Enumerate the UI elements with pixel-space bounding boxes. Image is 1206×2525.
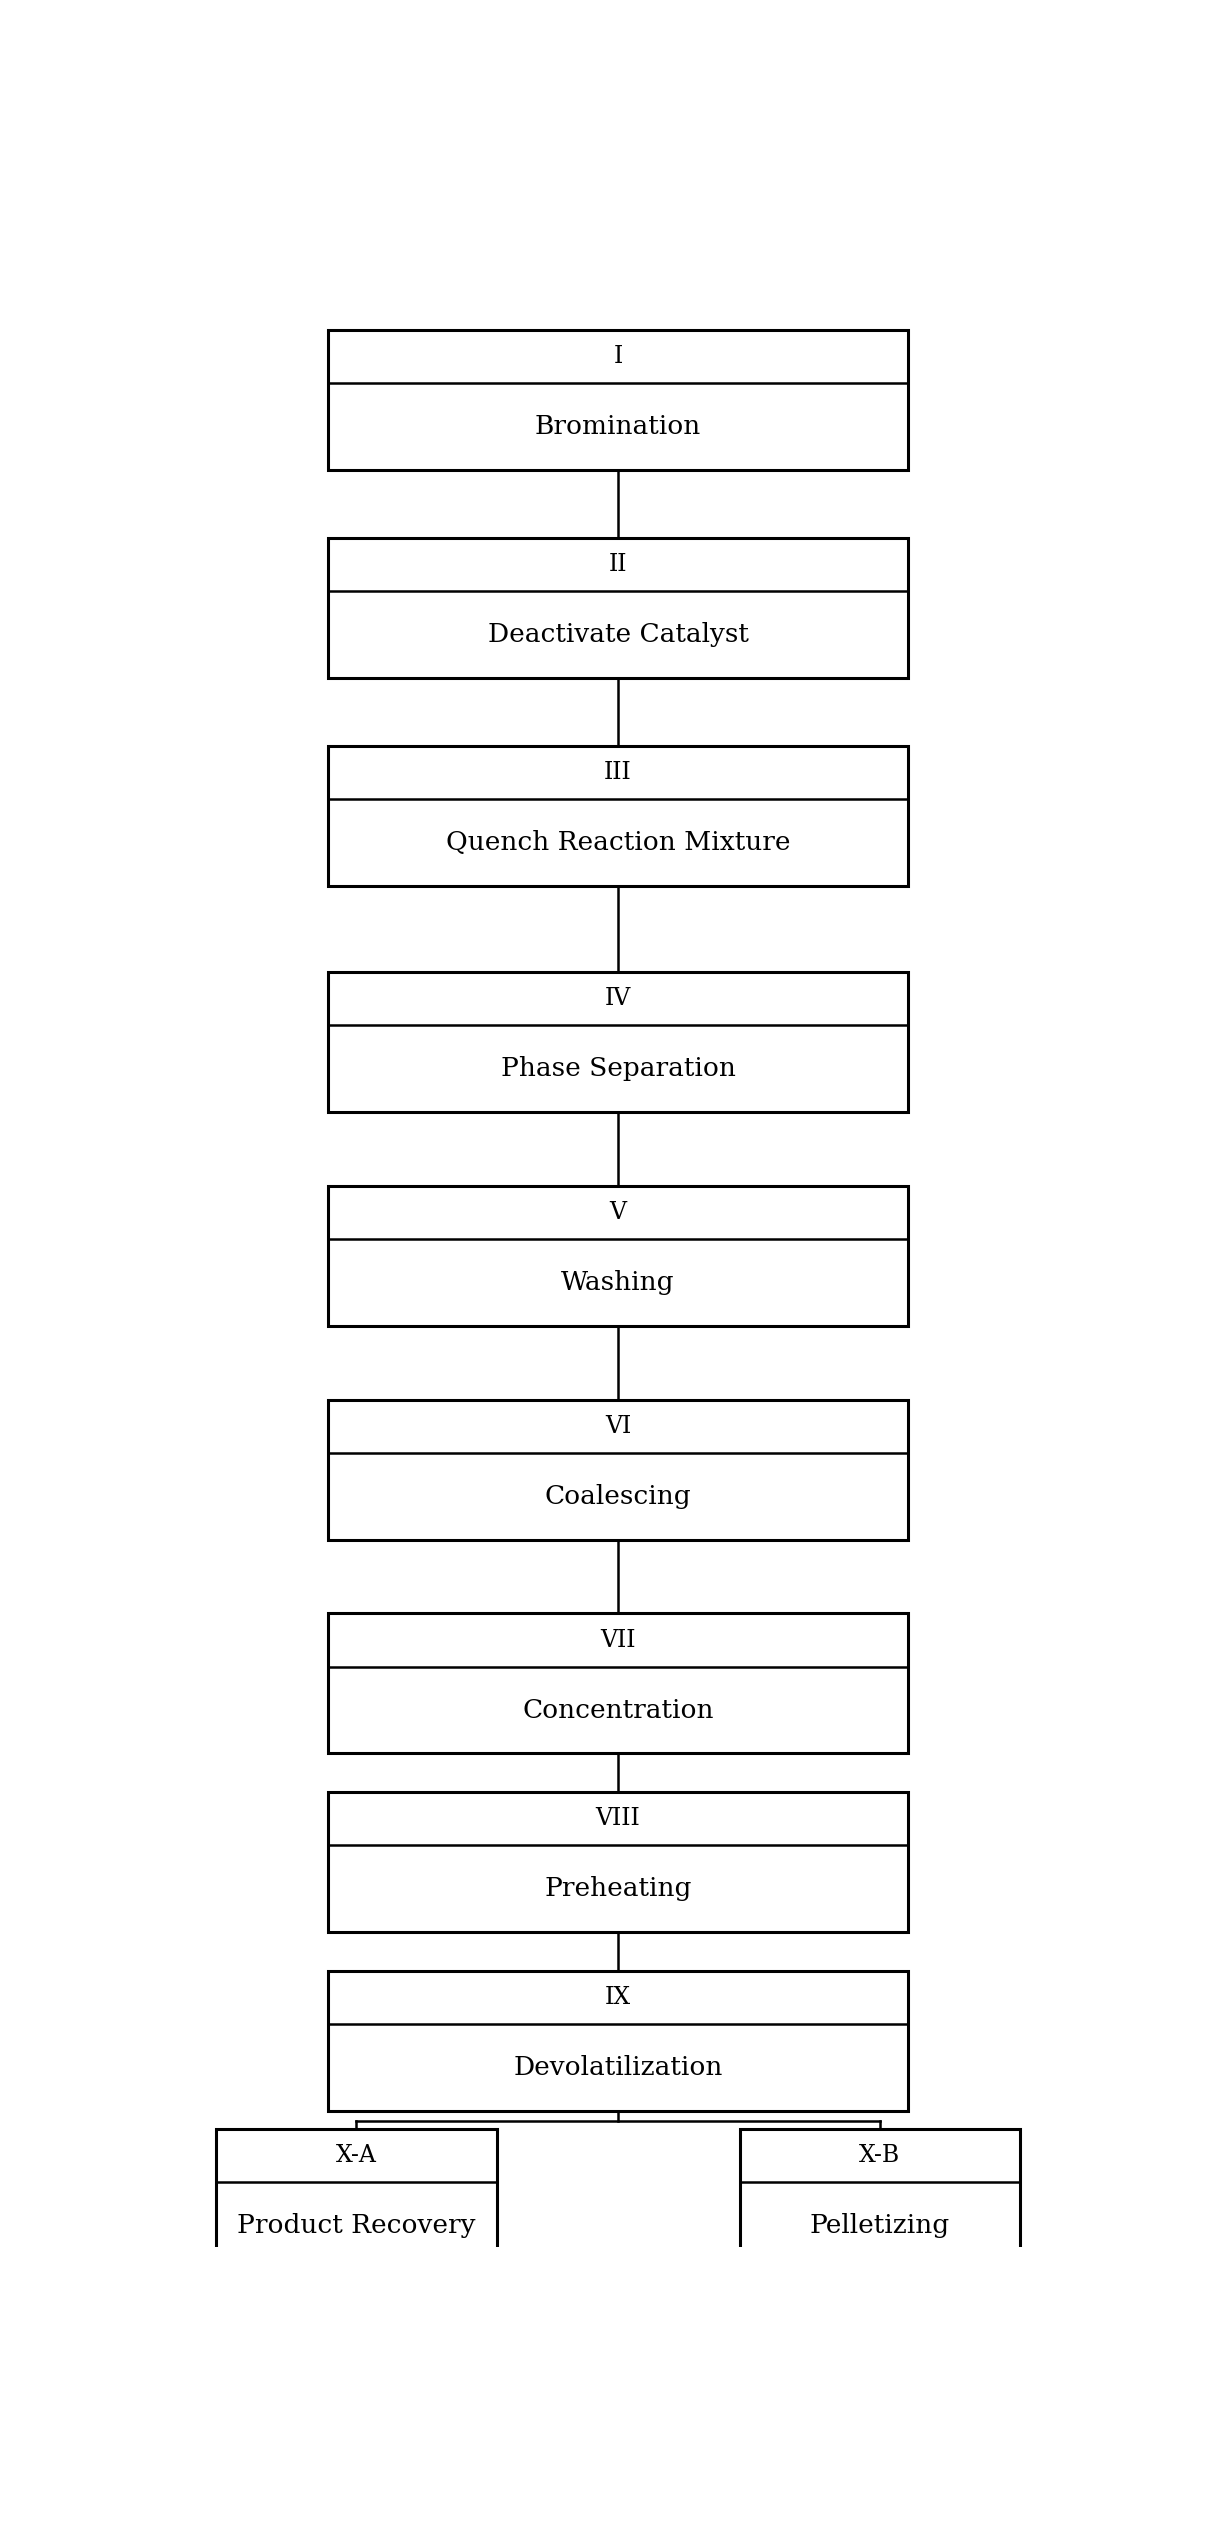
Text: II: II <box>609 553 627 576</box>
Text: Quench Reaction Mixture: Quench Reaction Mixture <box>446 831 790 856</box>
Text: Pelletizing: Pelletizing <box>809 2212 950 2237</box>
Text: Devolatilization: Devolatilization <box>514 2055 722 2081</box>
Text: VI: VI <box>605 1414 631 1437</box>
Bar <box>739 2129 1020 2267</box>
Text: Preheating: Preheating <box>544 1876 692 1901</box>
Bar <box>328 1793 908 1932</box>
Bar <box>328 1187 908 1326</box>
Text: X-A: X-A <box>336 2144 376 2166</box>
Bar <box>328 331 908 470</box>
Text: V: V <box>609 1202 627 1225</box>
Text: X-B: X-B <box>859 2144 901 2166</box>
Bar <box>328 1972 908 2111</box>
Text: VIII: VIII <box>596 1808 640 1831</box>
Text: Bromination: Bromination <box>535 414 701 439</box>
Text: Product Recovery: Product Recovery <box>238 2212 475 2237</box>
Bar <box>328 1399 908 1540</box>
Text: IV: IV <box>605 987 631 1010</box>
Text: Deactivate Catalyst: Deactivate Catalyst <box>487 621 749 646</box>
Bar <box>328 972 908 1111</box>
Text: Coalescing: Coalescing <box>545 1485 691 1507</box>
Bar <box>216 2129 497 2267</box>
Bar <box>328 538 908 679</box>
Text: III: III <box>604 763 632 785</box>
Bar <box>328 1613 908 1752</box>
Text: Washing: Washing <box>561 1270 675 1295</box>
Text: I: I <box>614 346 622 369</box>
Text: IX: IX <box>605 1987 631 2010</box>
Bar <box>328 747 908 886</box>
Text: Concentration: Concentration <box>522 1697 714 1722</box>
Text: VII: VII <box>601 1629 636 1651</box>
Text: Phase Separation: Phase Separation <box>500 1055 736 1081</box>
